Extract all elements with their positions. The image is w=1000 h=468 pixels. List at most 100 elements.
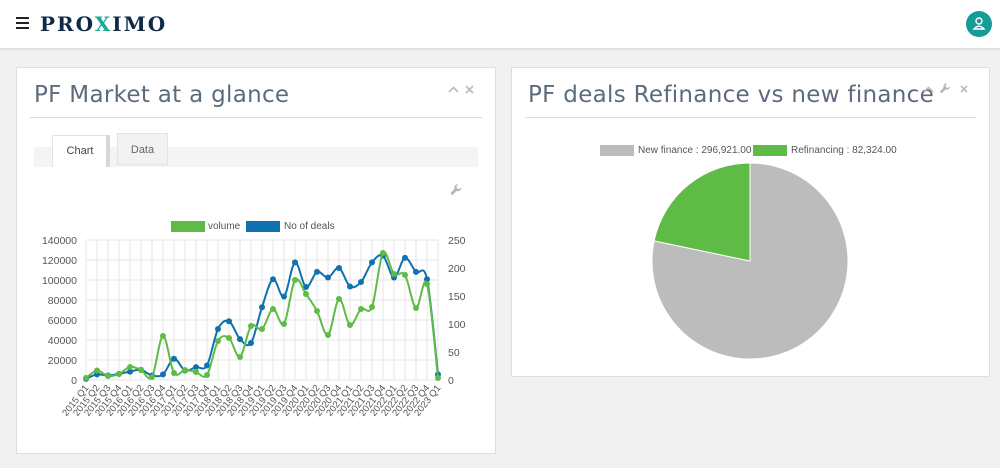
legend-swatch-volume (171, 221, 205, 232)
data-point-volume (281, 321, 287, 327)
wrench-icon[interactable] (939, 83, 951, 94)
data-point-volume (83, 375, 89, 381)
data-point-volume (149, 374, 155, 380)
data-point-volume (160, 333, 166, 339)
data-point-volume (259, 326, 265, 332)
market-title-divider (30, 117, 482, 118)
legend-label-refinancing: Refinancing : 82,324.00 (791, 145, 897, 156)
data-point-no-of-deals (160, 371, 166, 378)
data-point-volume (336, 296, 342, 302)
data-point-no-of-deals (171, 355, 177, 362)
legend-label-new-finance: New finance : 296,921.00 (638, 145, 752, 156)
market-panel-title: PF Market at a glance (34, 82, 290, 108)
data-point-no-of-deals (270, 276, 276, 283)
data-point-volume (325, 332, 331, 338)
legend-swatch-deals (246, 221, 280, 232)
data-point-no-of-deals (226, 318, 232, 325)
data-point-volume (413, 305, 419, 311)
data-point-volume (127, 364, 133, 370)
data-point-no-of-deals (215, 326, 221, 333)
refinance-panel-tools (923, 83, 968, 94)
legend-label-volume: volume (208, 221, 241, 232)
data-point-volume (292, 277, 298, 283)
market-panel-tools (448, 85, 474, 94)
legend-swatch-refinancing (753, 145, 787, 156)
data-point-no-of-deals (413, 268, 419, 275)
data-point-no-of-deals (204, 362, 210, 369)
data-point-volume (171, 370, 177, 376)
tab-chart[interactable]: Chart (52, 135, 108, 167)
user-profile-button[interactable] (966, 11, 992, 37)
data-point-no-of-deals (127, 368, 133, 375)
y-left-tick-label: 100000 (42, 275, 77, 287)
brand-logo[interactable]: PROXIMO (40, 12, 168, 36)
data-point-volume (182, 367, 188, 373)
y-left-tick-label: 120000 (42, 255, 77, 267)
collapse-icon[interactable] (448, 86, 459, 93)
data-point-no-of-deals (259, 304, 265, 311)
legend-swatch-new-finance (600, 145, 634, 156)
data-point-no-of-deals (281, 293, 287, 300)
data-point-volume (237, 354, 243, 360)
close-icon[interactable] (960, 85, 968, 93)
y-left-tick-label: 140000 (42, 235, 77, 247)
data-point-no-of-deals (248, 340, 254, 347)
legend-label-deals: No of deals (284, 221, 335, 232)
data-point-no-of-deals (424, 276, 430, 283)
data-point-volume (105, 373, 111, 379)
data-point-no-of-deals (314, 268, 320, 275)
data-point-volume (138, 367, 144, 373)
collapse-icon[interactable] (923, 86, 934, 93)
data-point-no-of-deals (336, 265, 342, 271)
y-right-tick-label: 50 (448, 347, 460, 359)
y-right-tick-label: 150 (448, 291, 466, 303)
wrench-icon[interactable] (449, 183, 463, 197)
data-point-volume (391, 271, 397, 277)
close-icon[interactable] (465, 85, 474, 94)
data-point-volume (215, 338, 221, 344)
y-left-tick-label: 40000 (48, 335, 77, 347)
data-point-no-of-deals (358, 279, 364, 285)
data-point-no-of-deals (193, 364, 199, 371)
data-point-no-of-deals (303, 284, 309, 291)
user-icon (972, 17, 986, 30)
data-point-volume (358, 306, 364, 312)
data-point-volume (193, 369, 199, 375)
y-left-tick-label: 60000 (48, 315, 77, 327)
data-point-volume (435, 375, 441, 381)
y-right-tick-label: 100 (448, 319, 466, 331)
data-point-volume (402, 272, 408, 278)
y-right-tick-label: 200 (448, 263, 466, 275)
pie-slice-refinancing (653, 162, 751, 262)
refinance-title-divider (525, 117, 976, 118)
y-right-tick-label: 0 (448, 375, 454, 387)
data-point-no-of-deals (369, 259, 375, 266)
data-point-no-of-deals (402, 254, 408, 261)
data-point-no-of-deals (347, 283, 353, 290)
y-left-tick-label: 20000 (48, 355, 77, 367)
data-point-volume (424, 281, 430, 287)
refinance-panel-title: PF deals Refinance vs new finance (528, 82, 935, 108)
top-bar: PROXIMO (0, 0, 1000, 48)
data-point-volume (226, 335, 232, 341)
y-left-tick-label: 0 (71, 375, 77, 387)
data-point-volume (347, 322, 353, 328)
data-point-volume (270, 306, 276, 312)
y-left-tick-label: 80000 (48, 295, 77, 307)
hamburger-menu-icon[interactable] (16, 17, 29, 29)
data-point-volume (303, 291, 309, 297)
y-right-tick-label: 250 (448, 235, 466, 247)
data-point-volume (204, 372, 210, 378)
data-point-volume (380, 250, 386, 256)
data-point-no-of-deals (325, 274, 331, 281)
tab-data[interactable]: Data (117, 133, 168, 165)
data-point-volume (116, 371, 122, 377)
data-point-volume (369, 304, 375, 310)
tab-divider (106, 135, 110, 167)
data-point-no-of-deals (292, 259, 298, 266)
data-point-volume (314, 308, 320, 314)
data-point-volume (94, 367, 100, 374)
data-point-volume (248, 323, 254, 329)
